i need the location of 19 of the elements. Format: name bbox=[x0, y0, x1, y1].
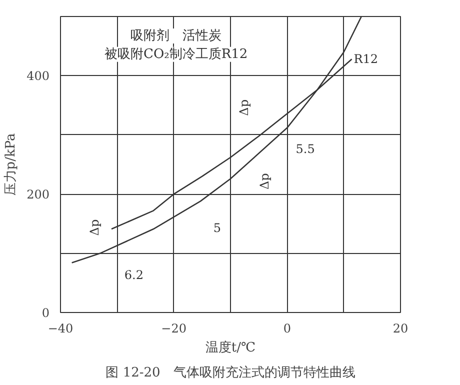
annotation: 5.5 bbox=[296, 142, 315, 156]
x-tick-label: 20 bbox=[392, 322, 408, 336]
annotation: 5 bbox=[213, 221, 222, 236]
annotation: 吸附剂 活性炭 bbox=[130, 28, 222, 44]
annotation: Δp bbox=[88, 219, 102, 236]
x-tick-label: −20 bbox=[161, 322, 186, 336]
annotation: 被吸附CO₂制冷工质R12 bbox=[104, 46, 248, 62]
y-tick-label: 400 bbox=[26, 69, 50, 84]
annotation: 6.2 bbox=[124, 268, 144, 282]
y-tick-label: 0 bbox=[42, 306, 50, 320]
x-tick-label: 0 bbox=[283, 322, 291, 336]
y-tick-label: 200 bbox=[26, 188, 50, 202]
series-label: R12 bbox=[354, 52, 378, 66]
y-axis-title: 压力p/kPa bbox=[4, 133, 19, 196]
annotation: Δp bbox=[258, 172, 272, 190]
annotation: Δp bbox=[236, 99, 251, 116]
text: 图 12-20 气体吸附充注式的调节特性曲线 bbox=[106, 366, 356, 380]
x-axis-title: 温度t/℃ bbox=[205, 340, 256, 356]
x-tick-label: −40 bbox=[48, 322, 74, 336]
